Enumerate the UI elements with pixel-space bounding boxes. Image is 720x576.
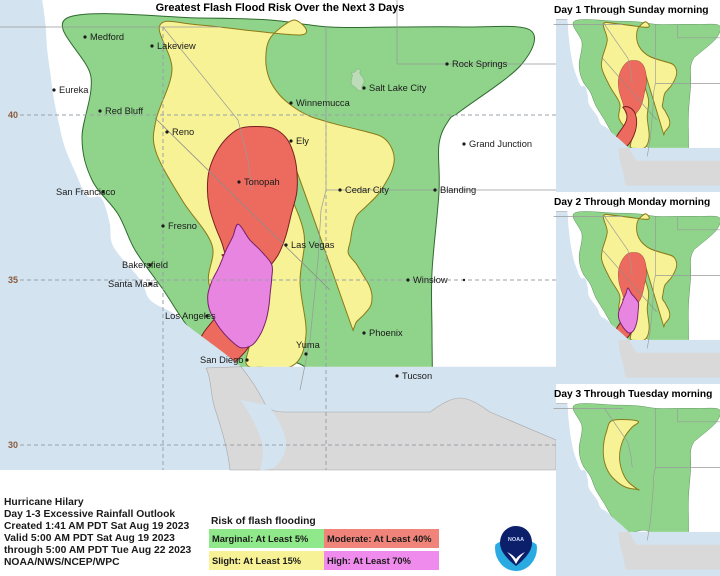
- svg-text:High: At Least 70%: High: At Least 70%: [327, 556, 412, 566]
- svg-text:Winnemucca: Winnemucca: [296, 98, 351, 108]
- svg-text:Day 2 Through Monday morning: Day 2 Through Monday morning: [554, 197, 710, 208]
- svg-text:through 5:00 AM PDT Tue Aug 22: through 5:00 AM PDT Tue Aug 22 2023: [4, 545, 192, 556]
- svg-text:Los Angeles: Los Angeles: [165, 311, 216, 321]
- svg-text:Moderate: At Least 40%: Moderate: At Least 40%: [327, 534, 432, 544]
- svg-text:Tonopah: Tonopah: [244, 177, 280, 187]
- svg-text:Medford: Medford: [90, 32, 124, 42]
- svg-text:NOAA: NOAA: [508, 537, 524, 543]
- svg-text:Hurricane Hilary: Hurricane Hilary: [4, 497, 84, 508]
- svg-text:Grand Junction: Grand Junction: [469, 139, 532, 149]
- svg-text:Reno: Reno: [172, 127, 194, 137]
- svg-text:Salt Lake City: Salt Lake City: [369, 83, 427, 93]
- svg-text:Day 1-3 Excessive Rainfall Out: Day 1-3 Excessive Rainfall Outlook: [4, 509, 175, 520]
- svg-text:Day 1 Through Sunday morning: Day 1 Through Sunday morning: [554, 5, 709, 16]
- svg-text:Marginal: At Least 5%: Marginal: At Least 5%: [212, 534, 309, 544]
- svg-text:Day 3 Through Tuesday morning: Day 3 Through Tuesday morning: [554, 389, 712, 400]
- svg-text:Greatest Flash Flood Risk Over: Greatest Flash Flood Risk Over the Next …: [156, 2, 405, 14]
- svg-text:Fresno: Fresno: [168, 221, 197, 231]
- svg-text:NOAA/NWS/NCEP/WPC: NOAA/NWS/NCEP/WPC: [4, 557, 120, 568]
- svg-text:Bakersfield: Bakersfield: [122, 260, 168, 270]
- svg-text:Lakeview: Lakeview: [157, 41, 196, 51]
- svg-text:Rock Springs: Rock Springs: [452, 59, 508, 69]
- svg-text:40: 40: [8, 110, 18, 120]
- svg-text:35: 35: [8, 275, 18, 285]
- svg-text:Blanding: Blanding: [440, 185, 476, 195]
- svg-text:Red Bluff: Red Bluff: [105, 106, 143, 116]
- svg-text:Phoenix: Phoenix: [369, 328, 403, 338]
- svg-text:Winslow: Winslow: [413, 275, 448, 285]
- svg-text:Risk of flash flooding: Risk of flash flooding: [211, 516, 316, 527]
- svg-text:Santa Maria: Santa Maria: [108, 279, 159, 289]
- svg-text:Valid 5:00 AM PDT Sat Aug 19 2: Valid 5:00 AM PDT Sat Aug 19 2023: [4, 533, 175, 544]
- svg-text:Created 1:41 AM PDT Sat Aug 19: Created 1:41 AM PDT Sat Aug 19 2023: [4, 521, 189, 532]
- svg-text:Las Vegas: Las Vegas: [291, 240, 335, 250]
- svg-text:San Diego: San Diego: [200, 355, 243, 365]
- svg-text:Ely: Ely: [296, 136, 309, 146]
- svg-text:Slight: At Least 15%: Slight: At Least 15%: [212, 556, 302, 566]
- svg-text:Yuma: Yuma: [296, 340, 321, 350]
- svg-text:San Francisco: San Francisco: [56, 187, 115, 197]
- svg-text:Cedar City: Cedar City: [345, 185, 389, 195]
- svg-text:30: 30: [8, 440, 18, 450]
- svg-text:Eureka: Eureka: [59, 85, 89, 95]
- svg-text:Tucson: Tucson: [402, 371, 432, 381]
